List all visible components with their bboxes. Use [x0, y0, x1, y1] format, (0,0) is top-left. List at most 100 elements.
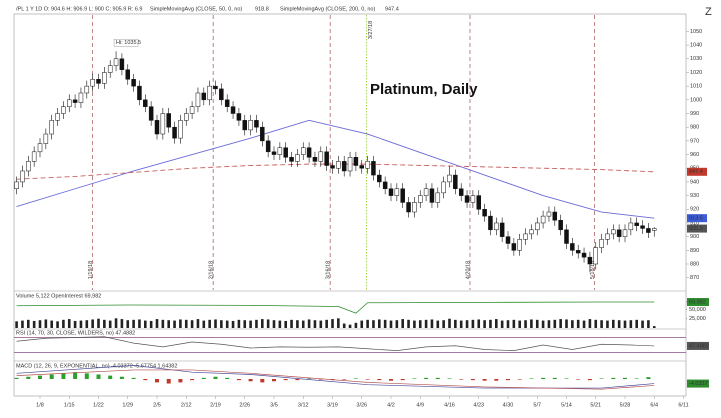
- candle-body: [72, 99, 78, 103]
- x-tick-label: 1/8: [36, 402, 44, 408]
- macd-hist: [295, 379, 300, 381]
- value-box: [687, 298, 709, 307]
- panel-label: RSI (14, 70, 30, CLOSE, WILDERS, no) 47.…: [16, 330, 135, 336]
- macd-hist: [564, 378, 569, 379]
- y-tick-label: 990: [690, 111, 699, 117]
- volume-bar: [506, 320, 510, 328]
- candle-body: [517, 239, 522, 251]
- frame: [13, 13, 687, 397]
- candle-body: [172, 126, 177, 139]
- candle-body: [189, 106, 195, 114]
- macd-hist: [646, 377, 651, 379]
- macd-hist: [225, 377, 230, 379]
- macd-hist: [318, 379, 323, 380]
- candle-body: [564, 229, 569, 244]
- price-label-box: [687, 224, 707, 233]
- candle-body: [318, 151, 324, 162]
- y-tick-label: 69,982: [689, 299, 706, 305]
- x-tick-label: 2/19: [210, 402, 221, 408]
- candle-body: [587, 256, 593, 265]
- candle-body: [365, 161, 370, 169]
- macd-hist: [412, 378, 417, 379]
- study-value: 947.4: [385, 6, 399, 12]
- volume-bar: [535, 319, 539, 328]
- volume-bar: [144, 320, 147, 328]
- volume-bar: [214, 319, 217, 328]
- volume-bar: [500, 320, 504, 328]
- candle-body: [558, 219, 563, 231]
- volume-bar: [249, 320, 252, 328]
- candle-body: [37, 143, 43, 153]
- volume-bar: [448, 318, 451, 328]
- rsi-line: [16, 336, 655, 351]
- candle-body: [546, 211, 552, 217]
- volume-bar: [465, 320, 469, 328]
- volume-bar: [15, 321, 18, 328]
- volume-bar: [255, 319, 258, 328]
- volume-bar: [313, 320, 317, 328]
- candle-body: [143, 99, 148, 107]
- candle-body: [49, 120, 54, 135]
- macd-hist: [248, 379, 253, 382]
- candle-body: [131, 79, 136, 87]
- candle-body: [593, 247, 598, 265]
- event-label: 4/20/18: [465, 261, 471, 279]
- volume-bar: [266, 319, 270, 328]
- x-tick-label: 1/29: [122, 402, 133, 408]
- candle-body: [535, 222, 540, 231]
- volume-bar: [225, 320, 229, 328]
- volume-bar: [623, 320, 627, 328]
- candle-body: [90, 79, 95, 87]
- macd-hist: [459, 379, 464, 380]
- candle-body: [119, 58, 125, 70]
- volume-bar: [184, 319, 188, 328]
- volume-bar: [337, 318, 340, 328]
- candle-body: [616, 229, 622, 237]
- candle-body: [575, 250, 581, 254]
- macd-hist: [389, 379, 393, 381]
- macd-hist: [353, 378, 358, 379]
- candle-body: [353, 157, 359, 166]
- macd-hist: [611, 377, 616, 379]
- candle-body: [441, 181, 446, 194]
- volume-bar: [617, 320, 621, 328]
- y-tick-label: 1010: [690, 84, 702, 90]
- macd-hist: [470, 379, 475, 381]
- candle-body: [224, 99, 230, 107]
- candle-body: [67, 99, 72, 107]
- volume-bar: [161, 319, 165, 328]
- volume-bar: [73, 320, 77, 328]
- candle-body: [435, 192, 441, 203]
- open-interest: [16, 301, 655, 314]
- candle-body: [505, 236, 511, 244]
- x-tick-label: 2/5: [153, 402, 161, 408]
- volume-bar: [149, 320, 153, 328]
- x-tick-label: 1/22: [93, 402, 104, 408]
- candle-body: [494, 222, 499, 231]
- macd-hist: [260, 379, 265, 383]
- macd-hist: [38, 375, 42, 379]
- x-tick-label: 4/2: [387, 402, 395, 408]
- candle-body: [254, 120, 259, 128]
- candle-body: [523, 233, 528, 240]
- macd-hist: [119, 376, 124, 379]
- macd-hist: [447, 378, 452, 379]
- candle-body: [324, 151, 329, 166]
- candle-body: [312, 157, 318, 162]
- candle-body: [295, 154, 300, 162]
- volume-bar: [38, 320, 42, 328]
- volume-bar: [167, 320, 170, 328]
- macd-hist: [96, 374, 101, 379]
- candle-body: [394, 188, 400, 196]
- price-label-box: [687, 214, 707, 223]
- candle-body: [55, 113, 60, 121]
- macd-hist: [49, 374, 54, 379]
- x-tick-label: 4/23: [473, 402, 484, 408]
- macd-hist: [131, 377, 136, 379]
- price-label-box: [687, 167, 707, 176]
- panel-label: MACD (12, 26, 9, EXPONENTIAL, no) -4.033…: [16, 363, 177, 369]
- volume-bar: [582, 320, 586, 328]
- macd-hist: [576, 379, 581, 380]
- candle-body: [178, 120, 183, 139]
- volume-bar: [108, 320, 112, 328]
